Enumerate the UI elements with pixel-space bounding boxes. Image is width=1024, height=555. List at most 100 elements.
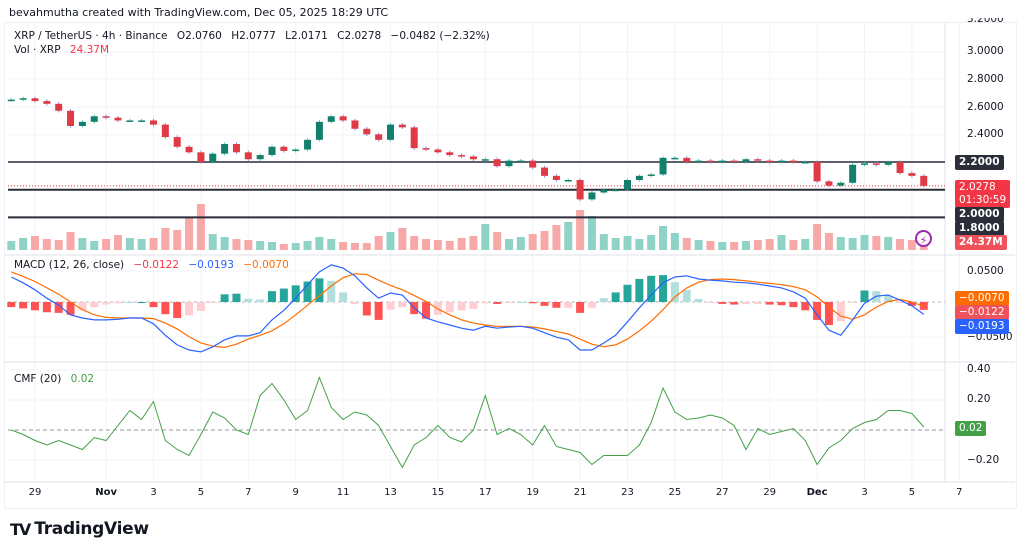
- macd-histogram-bar: [469, 302, 478, 310]
- macd-histogram-bar: [457, 302, 466, 311]
- macd-histogram-bar: [386, 302, 395, 310]
- volume-bar: [505, 239, 513, 250]
- macd-histogram-bar: [196, 302, 205, 311]
- macd-histogram-bar: [682, 289, 691, 302]
- macd-histogram-bar: [350, 302, 359, 304]
- macd-histogram-bar: [587, 302, 596, 308]
- volume-bar: [730, 242, 739, 250]
- volume-bar: [682, 238, 691, 250]
- volume-bar: [422, 239, 431, 250]
- macd-histogram-bar: [647, 275, 656, 302]
- volume-bar: [256, 241, 265, 250]
- volume-bar: [185, 218, 194, 250]
- candle-body: [884, 162, 892, 165]
- volume-bar: [196, 204, 205, 250]
- volume-bar: [457, 238, 466, 250]
- candle-body: [624, 180, 631, 190]
- candle-body: [778, 160, 786, 163]
- ohlc-high: H2.0777: [231, 30, 276, 42]
- macd-hist-tag: −0.0122: [955, 305, 1009, 320]
- ohlc-open: O2.0760: [176, 30, 222, 42]
- candle-body: [387, 124, 394, 140]
- macd-histogram-bar: [599, 298, 608, 302]
- volume-bar: [896, 239, 905, 250]
- volume-bar: [78, 238, 87, 250]
- candle-body: [244, 152, 252, 160]
- macd-histogram-bar: [623, 284, 632, 302]
- volume-value: 24.37M: [69, 44, 110, 56]
- volume-bar: [42, 239, 51, 250]
- candle-body: [7, 99, 15, 102]
- current-price-tag: 2.0278 01:30:59: [955, 180, 1011, 208]
- candle-body: [422, 148, 430, 150]
- price-change: −0.0482 (−2.32%): [390, 30, 490, 42]
- volume-bar: [362, 243, 371, 250]
- tradingview-logo[interactable]: TV TradingView: [10, 519, 149, 539]
- volume-tag: 24.37M: [955, 235, 1007, 250]
- macd-label[interactable]: MACD (12, 26, close): [14, 259, 125, 271]
- macd-histogram-bar: [481, 302, 490, 304]
- candle-body: [351, 120, 359, 129]
- volume-bar: [445, 241, 454, 250]
- candle-body: [280, 146, 288, 151]
- macd-histogram-bar: [493, 302, 502, 304]
- volume-bar: [469, 236, 478, 250]
- volume-bar: [753, 240, 762, 250]
- candle-body: [304, 139, 312, 150]
- candle-body: [292, 149, 300, 152]
- macd-histogram-bar: [208, 302, 217, 303]
- level-1-8-tag: 1.8000: [955, 221, 1004, 236]
- candle-body: [114, 117, 122, 121]
- candle-body: [872, 163, 880, 165]
- time-label: 29: [763, 487, 777, 498]
- volume-bar: [907, 240, 916, 250]
- macd-histogram-bar: [896, 302, 905, 303]
- volume-bar: [706, 241, 715, 250]
- volume-bar: [587, 216, 596, 250]
- chart-credit: bevahmutha created with TradingView.com,…: [9, 6, 389, 19]
- time-label: 7: [245, 487, 252, 498]
- macd-histogram-bar: [635, 278, 644, 302]
- candle-body: [150, 120, 157, 125]
- time-label: 11: [336, 487, 350, 498]
- volume-bar: [694, 240, 703, 250]
- time-label: 7: [956, 487, 963, 498]
- candle-body: [837, 182, 845, 186]
- volume-bar: [303, 241, 312, 250]
- macd-histogram-bar: [42, 302, 51, 313]
- volume-label[interactable]: Vol · XRP: [14, 44, 61, 56]
- candle-body: [600, 189, 608, 193]
- symbol-title[interactable]: XRP / TetherUS · 4h · Binance: [14, 30, 168, 42]
- volume-bar: [611, 238, 620, 250]
- time-label: 3: [150, 487, 157, 498]
- volume-bar: [670, 233, 679, 250]
- macd-histogram-bar: [730, 302, 739, 305]
- lightning-icon[interactable]: ⚡: [915, 230, 932, 247]
- macd-signal-value: −0.0070: [243, 259, 289, 271]
- macd-histogram-bar: [102, 302, 111, 305]
- volume-bar: [635, 239, 644, 250]
- candle-body: [315, 121, 323, 140]
- candle-body: [185, 146, 193, 153]
- volume-bar: [765, 239, 774, 250]
- time-label: 27: [715, 487, 729, 498]
- macd-histogram-bar: [753, 302, 762, 304]
- candle-body: [458, 155, 466, 157]
- candle-body: [576, 180, 584, 200]
- volume-bar: [481, 224, 490, 250]
- macd-histogram-bar: [315, 278, 324, 302]
- candle-body: [754, 159, 762, 161]
- volume-bar: [599, 234, 608, 250]
- candle-body: [647, 174, 655, 176]
- volume-bar: [350, 243, 359, 250]
- macd-histogram-bar: [659, 275, 668, 302]
- macd-histogram-bar: [268, 291, 276, 302]
- volume-bar: [161, 228, 170, 250]
- macd-histogram-bar: [66, 302, 75, 315]
- volume-bar: [516, 237, 525, 250]
- cmf-label[interactable]: CMF (20): [14, 373, 62, 385]
- volume-bar: [244, 240, 253, 250]
- macd-histogram-bar: [244, 298, 253, 302]
- volume-bar: [872, 236, 881, 250]
